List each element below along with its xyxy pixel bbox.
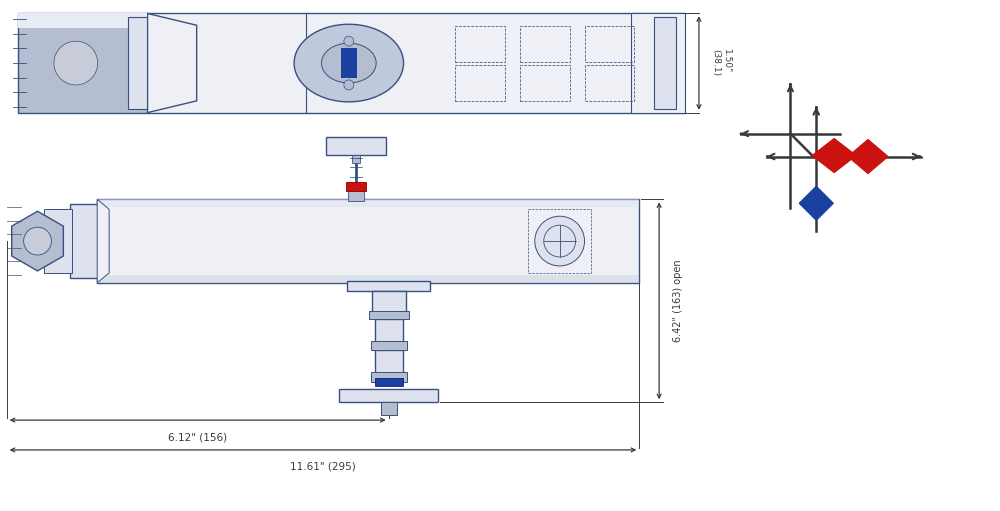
Polygon shape bbox=[848, 140, 868, 173]
Polygon shape bbox=[97, 199, 109, 283]
Bar bbox=[375, 319, 403, 342]
Bar bbox=[371, 340, 407, 351]
Bar bbox=[70, 204, 98, 278]
Bar bbox=[520, 65, 570, 101]
Text: 1.50"
(38.1): 1.50" (38.1) bbox=[711, 50, 731, 77]
Ellipse shape bbox=[294, 24, 404, 102]
Bar bbox=[375, 351, 403, 375]
Bar bbox=[369, 311, 409, 319]
Bar bbox=[346, 182, 366, 191]
Text: 6.12" (156): 6.12" (156) bbox=[168, 432, 227, 442]
Bar bbox=[341, 48, 357, 78]
Bar bbox=[339, 389, 438, 402]
Polygon shape bbox=[12, 211, 63, 271]
Bar bbox=[352, 154, 360, 162]
Polygon shape bbox=[799, 187, 833, 203]
Text: 6.42" (163) open: 6.42" (163) open bbox=[673, 260, 683, 342]
Bar bbox=[147, 13, 684, 113]
Bar bbox=[326, 136, 386, 154]
Bar bbox=[528, 209, 591, 273]
Bar bbox=[585, 26, 634, 62]
Polygon shape bbox=[147, 13, 197, 113]
Bar bbox=[455, 65, 505, 101]
Bar bbox=[585, 65, 634, 101]
Bar bbox=[654, 17, 676, 109]
Bar bbox=[381, 402, 397, 415]
Circle shape bbox=[344, 80, 354, 90]
Bar bbox=[97, 199, 639, 207]
Polygon shape bbox=[868, 140, 888, 173]
Bar bbox=[18, 13, 147, 28]
Bar bbox=[371, 373, 407, 382]
Bar bbox=[97, 275, 639, 283]
Circle shape bbox=[535, 216, 585, 266]
Bar bbox=[375, 378, 403, 386]
Circle shape bbox=[344, 36, 354, 46]
Polygon shape bbox=[834, 138, 856, 172]
Bar bbox=[348, 190, 364, 201]
Bar bbox=[631, 13, 685, 113]
Polygon shape bbox=[799, 203, 833, 220]
Bar bbox=[44, 209, 72, 273]
Bar bbox=[97, 199, 639, 283]
Bar bbox=[372, 291, 406, 313]
Bar bbox=[455, 26, 505, 62]
Bar bbox=[128, 17, 147, 109]
Polygon shape bbox=[812, 138, 834, 172]
Circle shape bbox=[54, 41, 98, 85]
Text: 11.61" (295): 11.61" (295) bbox=[290, 462, 356, 472]
Bar bbox=[18, 13, 147, 113]
Ellipse shape bbox=[321, 43, 376, 83]
Bar bbox=[347, 281, 430, 291]
Bar bbox=[520, 26, 570, 62]
Circle shape bbox=[24, 227, 51, 255]
